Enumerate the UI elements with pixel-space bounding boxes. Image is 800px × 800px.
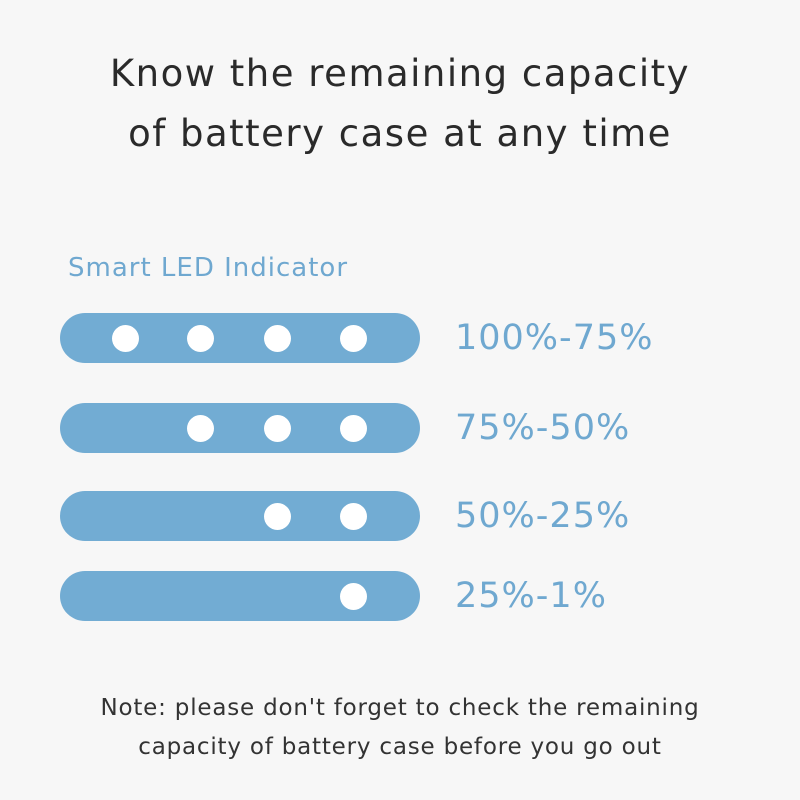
led-dot [264, 415, 291, 442]
led-dot [187, 415, 214, 442]
led-dot [187, 325, 214, 352]
led-indicator-title: Smart LED Indicator [68, 253, 349, 283]
note-line-1: Note: please don't forget to check the r… [100, 695, 700, 721]
led-dot [340, 583, 367, 610]
led-dot [340, 415, 367, 442]
headline-line-2: of battery case at any time [128, 112, 672, 155]
led-level-row: 75%-50% [60, 403, 760, 453]
led-dot [112, 325, 139, 352]
led-bar [60, 403, 420, 453]
led-level-row: 25%-1% [60, 571, 760, 621]
led-dot [264, 503, 291, 530]
headline-line-1: Know the remaining capacity [109, 52, 691, 95]
led-dot [264, 325, 291, 352]
led-range-label: 75%-50% [455, 408, 631, 448]
led-bar [60, 313, 420, 363]
led-range-label: 50%-25% [455, 496, 631, 536]
led-level-row: 100%-75% [60, 313, 760, 363]
note-line-2: capacity of battery case before you go o… [138, 734, 662, 760]
led-range-label: 25%-1% [455, 576, 607, 616]
led-level-row: 50%-25% [60, 491, 760, 541]
led-bar [60, 571, 420, 621]
led-dot [340, 325, 367, 352]
led-bar [60, 491, 420, 541]
led-range-label: 100%-75% [455, 318, 654, 358]
led-dot [340, 503, 367, 530]
